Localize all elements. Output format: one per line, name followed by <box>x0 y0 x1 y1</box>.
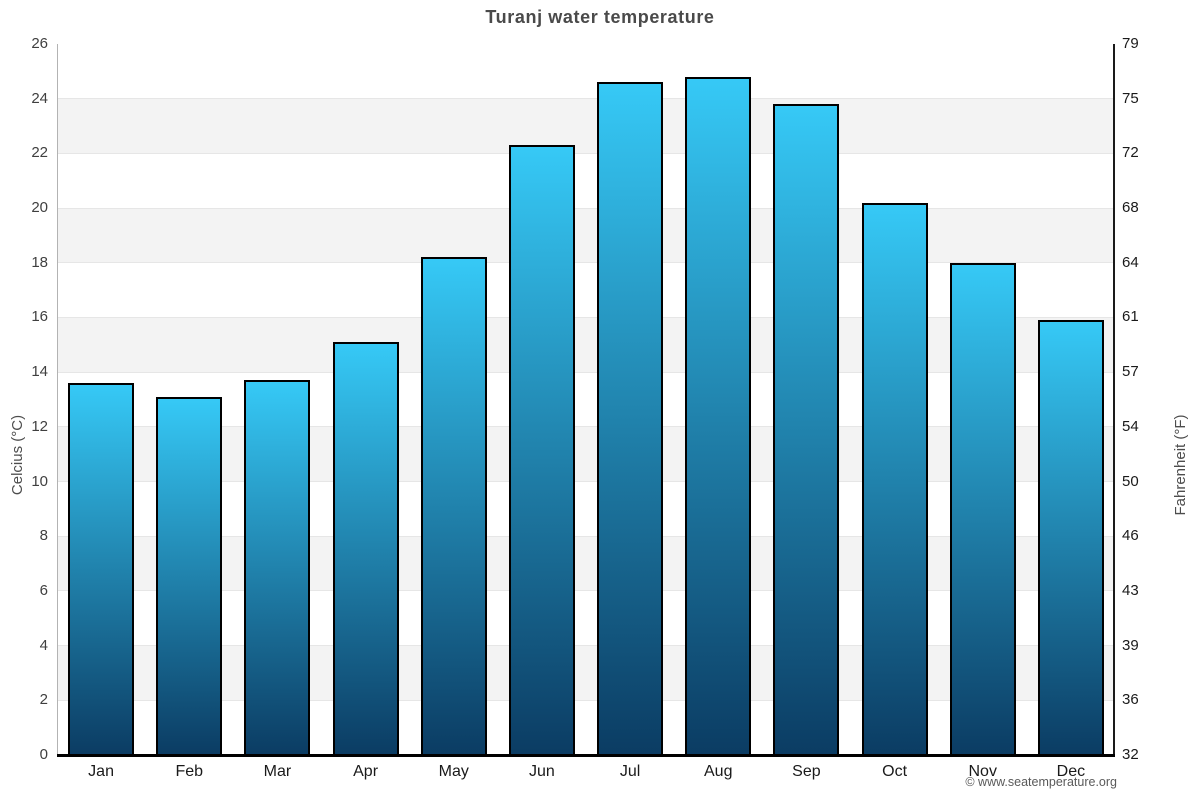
y-tick-left-16: 16 <box>31 308 48 326</box>
y-tick-right-75: 75 <box>1122 89 1139 107</box>
bar-feb <box>156 396 223 755</box>
x-tick-sep: Sep <box>792 763 821 780</box>
y-tick-right-43: 43 <box>1122 581 1139 599</box>
x-tick-jul: Jul <box>619 763 641 780</box>
y-tick-right-39: 39 <box>1122 636 1139 654</box>
y-axis-title-celsius: Celcius (°C) <box>9 414 26 496</box>
bar-dec <box>1037 320 1104 755</box>
y-tick-left-12: 12 <box>31 417 48 435</box>
gridline-12c <box>57 426 1115 428</box>
gridline-16c <box>57 316 1115 318</box>
y-tick-right-68: 68 <box>1122 199 1139 217</box>
gridline-2c <box>57 699 1115 701</box>
bar-oct <box>861 202 928 755</box>
x-tick-apr: Apr <box>353 763 379 780</box>
x-tick-jan: Jan <box>88 763 114 780</box>
y-tick-right-64: 64 <box>1122 253 1139 271</box>
copyright-watermark: © www.seatemperature.org <box>965 775 1117 789</box>
y-tick-right-50: 50 <box>1122 472 1139 490</box>
y-tick-right-46: 46 <box>1122 527 1139 545</box>
gridline-14c <box>57 371 1115 373</box>
y-tick-right-36: 36 <box>1122 691 1139 709</box>
y-tick-left-10: 10 <box>31 472 48 490</box>
bar-jul <box>597 82 664 755</box>
y-tick-right-72: 72 <box>1122 144 1139 162</box>
y-tick-left-18: 18 <box>31 253 48 271</box>
y-axis-line-right <box>1113 44 1115 755</box>
x-tick-dec: Dec <box>1056 763 1086 780</box>
y-tick-right-61: 61 <box>1122 308 1139 326</box>
y-tick-left-20: 20 <box>31 199 48 217</box>
x-tick-aug: Aug <box>704 763 733 780</box>
y-tick-right-57: 57 <box>1122 363 1139 381</box>
y-tick-left-24: 24 <box>31 89 48 107</box>
gridline-8c <box>57 535 1115 537</box>
chart-title: Turanj water temperature <box>485 7 715 27</box>
bar-aug <box>685 76 752 755</box>
y-tick-left-14: 14 <box>31 363 48 381</box>
bar-jan <box>68 383 135 755</box>
y-tick-right-32: 32 <box>1122 746 1139 763</box>
gridline-10c <box>57 481 1115 483</box>
bar-mar <box>244 380 311 755</box>
y-tick-left-0: 0 <box>39 746 48 763</box>
y-tick-left-22: 22 <box>31 144 48 162</box>
y-axis-line-left <box>57 44 58 755</box>
bar-may <box>420 257 487 755</box>
x-tick-mar: Mar <box>263 763 292 780</box>
x-tick-nov: Nov <box>968 763 997 780</box>
y-tick-left-4: 4 <box>39 636 48 654</box>
bar-jun <box>508 145 575 755</box>
x-tick-may: May <box>438 763 469 780</box>
x-axis-line <box>57 754 1115 757</box>
plot-area <box>57 44 1115 755</box>
bar-nov <box>949 262 1016 755</box>
x-tick-jun: Jun <box>529 763 555 780</box>
y-tick-left-6: 6 <box>39 581 48 599</box>
y-tick-right-79: 79 <box>1122 35 1139 52</box>
y-tick-left-26: 26 <box>31 35 48 52</box>
gridline-24c <box>57 98 1115 100</box>
x-tick-feb: Feb <box>175 763 204 780</box>
gridline-22c <box>57 152 1115 154</box>
gridline-18c <box>57 262 1115 264</box>
y-tick-right-54: 54 <box>1122 417 1139 435</box>
gridline-6c <box>57 590 1115 592</box>
y-tick-left-8: 8 <box>39 527 48 545</box>
y-axis-title-fahrenheit: Fahrenheit (°F) <box>1172 414 1189 516</box>
x-tick-oct: Oct <box>882 763 908 780</box>
bar-apr <box>332 342 399 755</box>
gridline-4c <box>57 645 1115 647</box>
gridline-20c <box>57 207 1115 209</box>
y-tick-left-2: 2 <box>39 691 48 709</box>
bar-sep <box>773 104 840 755</box>
